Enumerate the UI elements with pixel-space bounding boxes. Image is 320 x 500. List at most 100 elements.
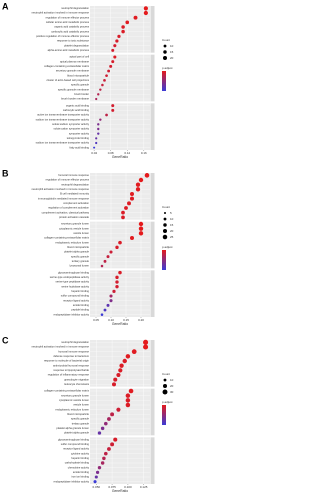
facet-strip [150,103,155,150]
size-legend-key [162,228,168,234]
facet-strip [150,437,155,484]
y-tick-label: iron ion binding [71,475,89,479]
y-tick-label: serine-type peptidase activity [56,280,90,284]
y-tick-label: platelet alpha granule [64,250,89,254]
color-legend-title: p.adjust [162,400,173,404]
dot [127,201,131,206]
y-tick-label: cluster of actin-based cell projections [46,78,89,82]
color-legend-bar [162,405,166,425]
y-tick-label: specific granule [71,83,90,87]
facet-panel [90,6,150,53]
dot [101,83,104,87]
dot [113,377,118,382]
y-tick-label: humoral immune response [58,173,89,177]
dot [143,344,149,350]
y-tick-label: brush border membrane [61,97,89,101]
size-legend-label: 20 [170,384,174,388]
dot [118,270,122,275]
dot [94,475,98,479]
color-legend-title: p.adjust [162,66,173,70]
size-legend-title: Count [162,372,170,376]
x-tick-label: 0.15 [123,318,129,322]
dot [107,69,111,73]
y-tick-label: complement activation, classical pathway [42,210,90,214]
x-tick-label: 0.125 [140,485,148,489]
dot [100,461,105,465]
dot [129,196,135,201]
y-tick-label: platelet degranulation [64,43,89,47]
y-tick-label: platelet alpha granule lumen [56,426,89,430]
facet-strip [150,270,155,317]
dot [99,118,102,121]
dot [138,231,144,236]
y-tick-label: secretory granule lumen [61,393,89,397]
x-tick-label: 0.05 [93,318,99,322]
dot [100,264,104,268]
y-tick-label: neutrophil activation involved in immune… [32,345,90,349]
dot [121,210,125,215]
dot [109,299,113,303]
y-tick-label: vesicle lumen [73,231,89,235]
size-legend-key [163,223,167,227]
dot [118,368,123,373]
y-tick-label: regulation of immune effector process [46,178,90,182]
facet-panel [90,437,150,484]
facet-panel [90,388,150,436]
facet-strip [150,340,155,387]
dot [129,235,135,241]
dot [135,182,141,187]
size-legend-label: 20 [170,56,174,60]
dot [102,456,106,461]
y-tick-label: solute:cation symporter activity [54,127,90,131]
size-legend-key [163,211,167,215]
dot [121,25,125,29]
dot [113,437,118,442]
dot [103,451,108,456]
dot [125,398,131,403]
y-tick-label: neutrophil activation involved in immune… [32,11,90,15]
x-tick-label: 0.20 [138,318,144,322]
y-tick-label: collagen-containing extracellular matrix [44,236,90,240]
dot [113,44,117,48]
dot [109,64,113,68]
size-legend-label: 15 [170,223,174,227]
dot [121,215,125,220]
y-tick-label: fatty acid binding [70,145,90,149]
y-tick-label: lysosomal lumen [70,264,90,268]
y-tick-label: response to lipopolysaccharide [53,368,89,372]
y-tick-label: humoral immune response [58,349,89,353]
dot [131,349,137,355]
dot [107,417,111,421]
x-axis-title: GeneRatio [112,155,128,159]
y-tick-label: vesicle lumen [73,403,89,407]
color-legend-title: p.adjust [162,245,173,249]
y-tick-label: heparin binding [71,456,89,460]
y-tick-label: amide binding [73,303,90,307]
dot [106,255,110,259]
x-axis-title: GeneRatio [112,322,128,326]
facet-panel [90,54,150,102]
dot [103,78,106,82]
y-tick-label: carbohydrate binding [65,461,90,465]
y-tick-label: symporter activity [69,131,90,135]
y-tick-label: endoplasmic reticulum lumen [55,240,89,244]
dot [113,55,117,59]
dot [95,97,98,101]
y-tick-label: regulation of inflammatory response [48,373,90,377]
panel-label: C [2,335,9,345]
y-tick-label: endopeptidase inhibitor activity [54,312,90,316]
y-tick-label: antimicrobial humoral response [53,363,90,367]
dot [95,470,100,474]
dot [107,447,111,451]
dot [97,132,100,135]
y-tick-label: sulfur compound binding [61,294,90,298]
size-legend-key [162,55,168,61]
dot [112,289,116,293]
y-tick-label: defense response to bacterium [53,354,89,358]
size-legend-key [163,378,167,382]
dot [105,113,108,117]
dot [116,407,121,412]
dot [103,308,107,312]
y-tick-label: blood microparticle [67,73,89,77]
